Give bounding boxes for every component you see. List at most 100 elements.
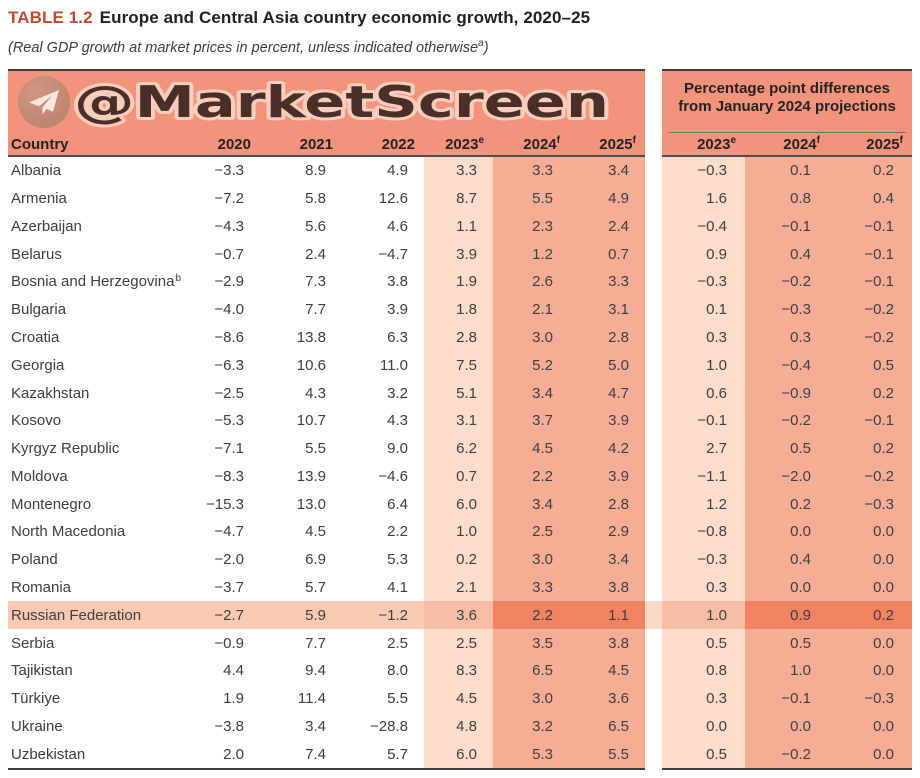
table-row: Ukraine −3.8 3.4 −28.8 4.8 3.2 6.5 bbox=[8, 712, 645, 740]
table-row: −0.4 −0.1 −0.1 bbox=[662, 213, 912, 241]
growth-value: 10.6 bbox=[296, 356, 326, 374]
diff-value: −0.4 bbox=[781, 356, 811, 374]
country-name: Bulgaria bbox=[11, 301, 67, 319]
growth-table: @MarketScreen Country 2020 2021 2022 2023e 2… bbox=[8, 69, 645, 770]
growth-value: 2.0 bbox=[223, 745, 244, 763]
growth-value: 6.9 bbox=[305, 551, 326, 569]
estimate-column-band bbox=[662, 157, 745, 768]
growth-value: 2.2 bbox=[387, 523, 408, 541]
diff-value: −0.3 bbox=[697, 551, 727, 569]
diff-value: 0.8 bbox=[706, 662, 727, 680]
growth-value: 5.1 bbox=[456, 384, 477, 402]
diff-value: 0.0 bbox=[790, 578, 811, 596]
growth-value: 9.4 bbox=[305, 662, 326, 680]
growth-value: 7.5 bbox=[456, 356, 477, 374]
table-row: Serbia −0.9 7.7 2.5 2.5 3.5 3.8 bbox=[8, 629, 645, 657]
country-name: Bosnia and Herzegovina b bbox=[11, 273, 182, 291]
diff-value: 0.8 bbox=[790, 190, 811, 208]
growth-value: 3.2 bbox=[387, 384, 408, 402]
growth-value: 1.1 bbox=[569, 601, 645, 630]
diff-value: 0.3 bbox=[706, 578, 727, 596]
growth-value: 3.3 bbox=[532, 162, 553, 180]
growth-value: 13.8 bbox=[296, 329, 326, 347]
growth-value: 3.0 bbox=[532, 690, 553, 708]
diff-value: −0.1 bbox=[864, 412, 894, 430]
diff-value: 0.2 bbox=[873, 440, 894, 458]
country-name: Ukraine bbox=[11, 717, 63, 735]
table-subtitle: (Real GDP growth at market prices in per… bbox=[8, 38, 489, 56]
table-row: Russian Federation −2.7 5.9 −1.2 3.6 2.2 1.1 bbox=[8, 601, 645, 630]
watermark-handle: @MarketScreen bbox=[72, 74, 612, 131]
growth-value: −7.1 bbox=[214, 440, 244, 458]
growth-value: −3.7 bbox=[214, 578, 244, 596]
growth-value: 5.7 bbox=[387, 745, 408, 763]
country-name: Türkiye bbox=[11, 690, 61, 708]
diff-value: −0.2 bbox=[864, 301, 894, 319]
diff-value: 0.0 bbox=[790, 717, 811, 735]
diff-value: −0.8 bbox=[697, 523, 727, 541]
diff-value: 0.3 bbox=[706, 690, 727, 708]
diff-value: 0.0 bbox=[873, 662, 894, 680]
growth-value: 3.0 bbox=[532, 329, 553, 347]
year-column-header: 2025f bbox=[599, 135, 636, 153]
growth-value: 5.9 bbox=[260, 601, 342, 630]
growth-value: 5.7 bbox=[305, 578, 326, 596]
table-row: 0.5 0.5 0.0 bbox=[662, 629, 912, 657]
diff-value: −0.2 bbox=[781, 745, 811, 763]
diff-value: −0.1 bbox=[864, 273, 894, 291]
diff-value: 0.0 bbox=[873, 745, 894, 763]
growth-value: 1.9 bbox=[456, 273, 477, 291]
diff-value: 0.6 bbox=[706, 384, 727, 402]
diff-value: 1.2 bbox=[706, 495, 727, 513]
diff-value: −0.9 bbox=[781, 384, 811, 402]
table-row: Kyrgyz Republic −7.1 5.5 9.0 6.2 4.5 4.2 bbox=[8, 435, 645, 463]
diff-value: −0.3 bbox=[864, 690, 894, 708]
forecast-column-band bbox=[493, 157, 645, 768]
growth-value: 8.3 bbox=[456, 662, 477, 680]
table-row: Kosovo −5.3 10.7 4.3 3.1 3.7 3.9 bbox=[8, 407, 645, 435]
diff-value: 0.9 bbox=[706, 245, 727, 263]
watermark: @MarketScreen bbox=[8, 71, 645, 133]
growth-value: 3.8 bbox=[608, 578, 629, 596]
diff-value: 0.5 bbox=[873, 356, 894, 374]
diff-value: 0.4 bbox=[873, 190, 894, 208]
growth-value: 2.9 bbox=[608, 523, 629, 541]
growth-column-headers: Country 2020 2021 2022 2023e 2024f 2025f bbox=[8, 133, 645, 155]
country-name: Romania bbox=[11, 578, 72, 596]
growth-rows: Albania −3.3 8.9 4.9 3.3 3.3 3.4 Armenia −7.2 5.8… bbox=[8, 157, 645, 768]
diff-value: −0.2 bbox=[864, 329, 894, 347]
table-row: −1.1 −2.0 −0.2 bbox=[662, 463, 912, 491]
growth-value: 8.7 bbox=[456, 190, 477, 208]
growth-value: 3.5 bbox=[532, 634, 553, 652]
growth-value: 6.5 bbox=[608, 717, 629, 735]
diff-value: −0.1 bbox=[781, 217, 811, 235]
growth-value: −7.2 bbox=[214, 190, 244, 208]
growth-value: −4.7 bbox=[214, 523, 244, 541]
growth-value: −4.3 bbox=[214, 217, 244, 235]
growth-value: −8.3 bbox=[214, 467, 244, 485]
diff-value: 0.2 bbox=[829, 601, 912, 630]
diff-table-title: Percentage point differences from Januar… bbox=[662, 71, 912, 128]
growth-value: 11.4 bbox=[297, 690, 326, 708]
growth-value: 3.4 bbox=[608, 162, 629, 180]
diff-value: −0.2 bbox=[864, 467, 894, 485]
highlight-row-gap-strip bbox=[645, 601, 662, 629]
growth-value: −5.3 bbox=[214, 412, 244, 430]
country-name: Azerbaijan bbox=[11, 217, 82, 235]
growth-value: 3.3 bbox=[456, 162, 477, 180]
growth-value: 3.8 bbox=[387, 273, 408, 291]
growth-value: 3.7 bbox=[532, 412, 553, 430]
forecast-column-band bbox=[745, 157, 912, 768]
table-row: Uzbekistan 2.0 7.4 5.7 6.0 5.3 5.5 bbox=[8, 740, 645, 768]
diff-value: 0.0 bbox=[706, 717, 727, 735]
table-row: Romania −3.7 5.7 4.1 2.1 3.3 3.8 bbox=[8, 574, 645, 602]
growth-value: 4.7 bbox=[608, 384, 629, 402]
growth-value: 5.2 bbox=[532, 356, 553, 374]
growth-table-body: Albania −3.3 8.9 4.9 3.3 3.3 3.4 Armenia −7.2 5.8… bbox=[8, 157, 645, 768]
growth-value: 2.5 bbox=[532, 523, 553, 541]
country-name: Moldova bbox=[11, 467, 68, 485]
growth-value: 5.8 bbox=[305, 190, 326, 208]
growth-value: 5.5 bbox=[387, 690, 408, 708]
diff-value: 1.0 bbox=[706, 356, 727, 374]
growth-value: 5.6 bbox=[305, 217, 326, 235]
